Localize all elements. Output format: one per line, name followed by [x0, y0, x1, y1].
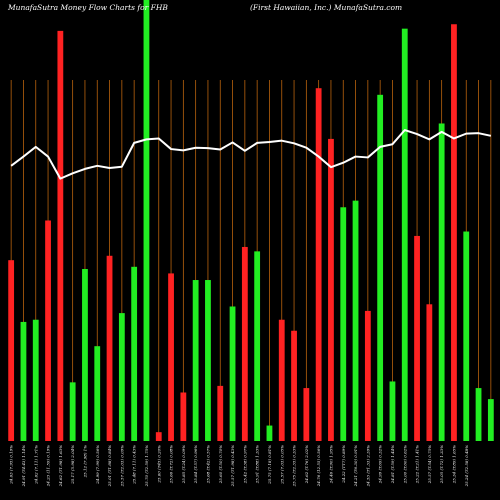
- x-tick-label: 25.17 (5.98) 2.04%: [70, 445, 75, 485]
- money-flow-bar: [364, 310, 371, 441]
- x-tick-labels: 24.63 (7.95) 0.19% 24.91 (T4.43) 1.14% 24.…: [9, 445, 469, 488]
- x-tick-label: 24.62 (7.11) 1.71%: [33, 445, 38, 485]
- x-tick-label: 25.75 (7.18) 0.81%: [267, 445, 272, 485]
- x-tick-label: 25.85 (T.24) 0.09%: [181, 445, 186, 484]
- money-flow-bar: [32, 319, 39, 441]
- money-flow-bar: [118, 313, 125, 441]
- money-flow-bar: [426, 304, 433, 441]
- x-tick-label: 24.99 (T.69) 0.32%: [378, 445, 383, 484]
- x-tick-label: 25.68 (T.42) 0.57%: [205, 445, 210, 484]
- chart-title: MunafaSutra Money Flow Charts for FHB: [7, 3, 168, 12]
- money-flow-bar: [106, 255, 113, 441]
- x-tick-label: 25.22 (T.21) 1.41%: [415, 445, 420, 484]
- x-tick-label: 25.12 (7.98) 1%: [82, 445, 87, 479]
- money-flow-bar: [438, 123, 445, 441]
- money-flow-bar: [241, 246, 248, 441]
- money-flow-bar: [303, 388, 310, 441]
- x-tick-label: 24.23 (11.59) 0.19%: [46, 445, 51, 487]
- money-flow-bar: [487, 399, 494, 441]
- x-tick-label: 25.57 (T.54) 0.75%: [427, 445, 432, 484]
- x-tick-label: 24.91 (T4.43) 1.14%: [21, 445, 26, 488]
- money-flow-bar: [45, 220, 51, 441]
- money-flow-bar: [254, 251, 261, 441]
- x-tick-label: 25.57 (T2.03) 0.09%: [119, 445, 124, 488]
- x-tick-label: 25.60 (T45) 0.20%: [156, 445, 161, 484]
- money-flow-bar: [94, 346, 101, 441]
- x-tick-label: 24.99 (7.99) 0.56%: [95, 445, 100, 485]
- x-tick-label: 25.84 (T.57) 0.96%: [193, 445, 198, 484]
- chart-subtitle: (First Hawaiian, Inc.) MunafaSutra.com: [250, 3, 402, 12]
- x-tick-label: 25.05 (T.72) 1.33%: [439, 445, 444, 484]
- x-tick-label: 25.00 (T.60) 0.62%: [402, 445, 407, 484]
- x-tick-label: 25.91 (T.88) 1.33%: [255, 445, 260, 484]
- x-tick-label: 25.70 (T2.59) 1.75%: [144, 445, 149, 488]
- money-flow-bar: [205, 280, 211, 441]
- money-flow-bar: [82, 269, 88, 441]
- money-flow-bar: [315, 88, 322, 441]
- money-flow-bar: [291, 330, 297, 441]
- money-flow-bar: [131, 266, 138, 441]
- money-flow-bar: [192, 280, 199, 441]
- x-tick-label: 24.81 (T.59) 1.44%: [390, 445, 395, 484]
- x-tick-label: 25.57 (T1.98) 0.43%: [230, 445, 235, 488]
- x-tick-label: 24.63 (7.95) 0.19%: [9, 445, 14, 485]
- money-flow-bar: [180, 392, 187, 441]
- x-tick-label: 24.76 (12.55) 0.56%: [316, 445, 321, 487]
- money-flow-bar: [463, 231, 470, 441]
- x-tick-label: 25.66 (T.72) 0.08%: [169, 445, 174, 484]
- money-flow-bar: [57, 30, 64, 442]
- x-tick-label: 25.57 (7.03) 0.05%: [279, 445, 284, 485]
- money-flow-bar: [8, 260, 15, 441]
- x-tick-label: 25.34 (T.89) 1.65%: [451, 445, 456, 484]
- money-flow-bar: [143, 0, 150, 441]
- money-flow-bar: [475, 388, 482, 441]
- x-tick-label: 24.62 (T1.98) 1.63%: [58, 445, 63, 488]
- x-tick-label: 25.24 (T2.58) 0.48%: [464, 445, 469, 488]
- x-tick-label: 25.60 (T.50) 0.70%: [218, 445, 223, 484]
- money-flow-bar: [451, 24, 457, 441]
- money-flow-bar: [328, 138, 334, 441]
- x-tick-label: 25.01 (T1.88) 0.84%: [107, 445, 112, 488]
- money-flow-bar: [340, 207, 347, 441]
- money-flow-bar: [414, 235, 420, 441]
- x-tick-label: 24.21 (T6.30) 0.91%: [353, 445, 358, 488]
- money-flow-bar: [401, 28, 408, 441]
- x-tick-label: 24.62 (T.76) 2.02%: [304, 445, 309, 484]
- x-tick-label: 24.22 (TT7) 0.89%: [341, 445, 346, 484]
- money-flow-bar: [352, 200, 359, 441]
- money-flow-bar: [155, 432, 162, 441]
- money-flow-bar: [217, 385, 224, 442]
- money-flow-bar: [20, 321, 27, 441]
- money-flow-bar: [168, 273, 174, 441]
- money-flow-bar: [377, 94, 384, 441]
- x-tick-label: 25.42 (T.38) 0.97%: [242, 445, 247, 484]
- money-flow-line: [10, 129, 492, 180]
- money-flow-bar: [69, 382, 76, 441]
- money-flow-bars: [8, 0, 494, 442]
- money-flow-bar: [229, 306, 236, 441]
- x-tick-label: 25.48 (7.11) 0.43%: [132, 445, 137, 485]
- money-flow-bar: [266, 425, 273, 441]
- money-flow-bar: [389, 381, 396, 441]
- x-tick-label: 24.46 (T.90) 1.95%: [328, 445, 333, 484]
- x-tick-label: 24.53 (T1.33) 2.39%: [365, 445, 370, 488]
- x-tick-label: 25.75 (T2.35) 0.33%: [292, 445, 297, 488]
- money-flow-bar: [278, 319, 285, 441]
